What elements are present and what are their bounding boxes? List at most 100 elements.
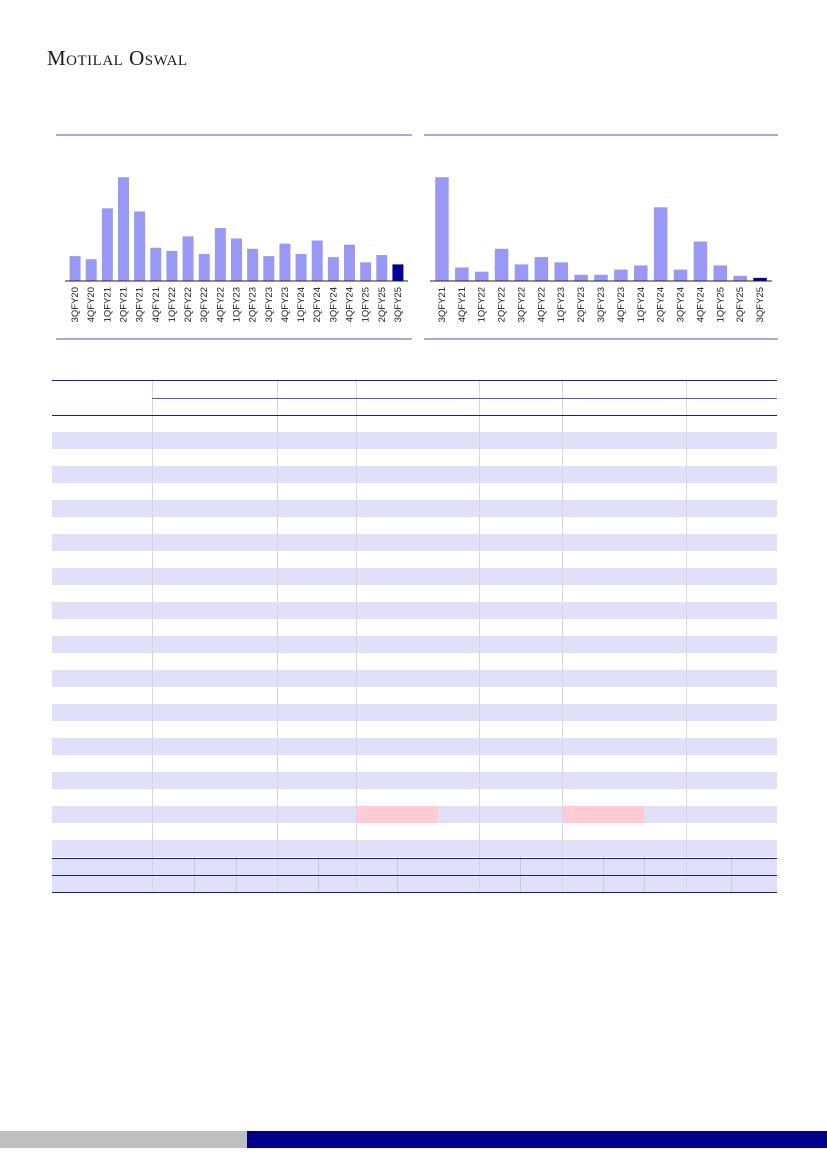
bar-2QFY23 <box>247 248 259 281</box>
table-band-row <box>52 636 777 653</box>
bar-1QFY22 <box>166 250 178 281</box>
cell-divider <box>194 857 195 892</box>
table-band-row <box>52 738 777 755</box>
x-tick-label: 4QFY20 <box>86 287 97 322</box>
bar-3QFY23 <box>263 256 275 281</box>
bar-4QFY20 <box>85 259 97 281</box>
cell-divider <box>644 857 645 892</box>
table-band-row <box>52 500 777 517</box>
bar-1QFY23 <box>554 262 568 281</box>
bar-4QFY22 <box>534 257 549 281</box>
x-tick-label: 3QFY22 <box>199 287 210 322</box>
bar-1QFY22 <box>474 271 489 281</box>
column-divider <box>562 380 563 893</box>
x-tick-label: 1QFY22 <box>167 287 178 322</box>
motilal-oswal-logo: Motilal Oswal <box>47 46 188 70</box>
bar-3QFY24 <box>673 269 688 281</box>
x-tick-label: 3QFY23 <box>264 287 275 322</box>
bar-chart-right-svg: 3QFY21 4QFY21 1QFY22 2QFY22 3QFY22 4QFY22 1QFY… <box>424 134 778 340</box>
bar-3QFY21 <box>134 211 146 281</box>
bar-3QFY22 <box>198 254 210 281</box>
column-divider <box>152 380 153 893</box>
bar-1QFY23 <box>231 238 242 281</box>
x-tick-label: 4QFY24 <box>345 287 356 322</box>
table-band-row <box>52 466 777 483</box>
x-tick-label: 1QFY21 <box>102 287 113 322</box>
highlighted-cell <box>356 806 438 823</box>
bar-2QFY24 <box>653 207 668 281</box>
table-rule <box>52 875 777 876</box>
footer-grey-bar <box>0 1131 247 1148</box>
bar-2QFY23 <box>574 274 588 281</box>
cell-divider <box>397 857 398 892</box>
x-tick-label: 3QFY25 <box>755 287 766 322</box>
x-tick-label: 3QFY24 <box>328 287 339 322</box>
x-tick-label: 4QFY22 <box>215 287 226 322</box>
table-band-row <box>52 432 777 449</box>
bar-3QFY22 <box>514 264 529 281</box>
table-band-row <box>52 772 777 789</box>
bar-chart-right: 3QFY21 4QFY21 1QFY22 2QFY22 3QFY22 4QFY22 1QFY… <box>420 130 780 344</box>
bar-2QFY25 <box>376 255 388 281</box>
cell-divider <box>520 857 521 892</box>
subheader-rule <box>152 398 777 399</box>
cell-divider <box>731 857 732 892</box>
x-tick-label: 3QFY21 <box>437 287 448 322</box>
column-divider <box>686 380 687 893</box>
x-tick-label: 1QFY25 <box>361 287 372 322</box>
x-tick-label: 3QFY23 <box>596 287 607 322</box>
x-tick-label: 1QFY23 <box>556 287 567 322</box>
table-rule <box>52 858 777 859</box>
bar-3QFY25 <box>392 264 404 281</box>
x-tick-label: 2QFY22 <box>497 287 508 322</box>
x-tick-label: 4QFY21 <box>457 287 468 322</box>
x-tick-label: 1QFY24 <box>636 287 647 322</box>
bar-chart-left: 3QFY20 4QFY20 1QFY21 2QFY21 3QFY21 4QFY21 1QFY… <box>52 130 414 344</box>
bar-2QFY22 <box>494 248 509 281</box>
x-tick-label: 3QFY25 <box>393 287 404 322</box>
table-band-row <box>52 602 777 619</box>
bar-4QFY24 <box>693 241 708 281</box>
x-tick-label: 3QFY20 <box>70 287 81 322</box>
bar-2QFY21 <box>118 177 129 281</box>
table-band-row <box>52 670 777 687</box>
x-tick-label: 3QFY22 <box>516 287 527 322</box>
bar-4QFY21 <box>150 247 162 281</box>
bar-1QFY25 <box>713 265 728 281</box>
table-band-row <box>52 568 777 585</box>
bar-2QFY25 <box>733 275 747 281</box>
table-band-row <box>52 534 777 551</box>
x-tick-label: 1QFY25 <box>715 287 726 322</box>
bar-4QFY24 <box>344 244 355 281</box>
table-band-row <box>52 704 777 721</box>
bar-1QFY21 <box>101 208 113 281</box>
x-tick-label: 2QFY25 <box>735 287 746 322</box>
cell-divider <box>236 857 237 892</box>
x-tick-label: 2QFY23 <box>248 287 259 322</box>
bar-4QFY23 <box>279 243 291 281</box>
table-rule <box>52 380 777 381</box>
column-divider <box>479 380 480 893</box>
column-divider <box>356 380 357 893</box>
bar-3QFY23 <box>594 274 608 281</box>
bar-chart-left-svg: 3QFY20 4QFY20 1QFY21 2QFY21 3QFY21 4QFY21 1QFY… <box>56 134 412 340</box>
bar-1QFY25 <box>360 262 372 281</box>
x-tick-label: 2QFY24 <box>312 287 323 322</box>
x-tick-label: 4QFY22 <box>536 287 547 322</box>
highlighted-cell <box>562 806 644 823</box>
x-tick-label: 4QFY24 <box>695 287 706 322</box>
column-divider <box>277 380 278 893</box>
x-tick-label: 1QFY22 <box>477 287 488 322</box>
x-tick-label: 2QFY24 <box>656 287 667 322</box>
x-tick-label: 3QFY21 <box>135 287 146 322</box>
cell-divider <box>603 857 604 892</box>
bar-3QFY21 <box>435 177 449 281</box>
bar-3QFY24 <box>327 257 339 281</box>
cell-divider <box>318 857 319 892</box>
bar-4QFY21 <box>455 267 469 281</box>
table-rule <box>52 892 777 893</box>
bar-1QFY24 <box>634 265 648 281</box>
bar-2QFY24 <box>311 240 323 281</box>
bar-3QFY20 <box>69 256 81 281</box>
bar-4QFY22 <box>214 228 226 281</box>
